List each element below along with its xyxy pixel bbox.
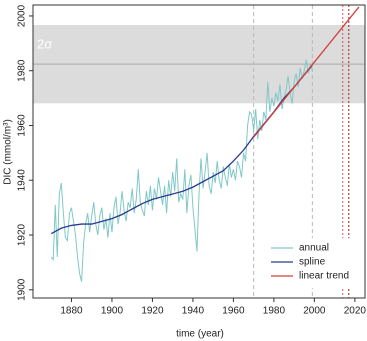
- x-tick-label: 1980: [263, 306, 286, 317]
- x-tick-label: 1940: [182, 306, 205, 317]
- band-label: 2σ: [37, 36, 52, 51]
- series-line: [50, 59, 313, 282]
- legend-label: linear trend: [299, 271, 349, 282]
- y-tick-label: 1920: [17, 223, 28, 246]
- y-axis-label: DIC (mmol/m³): [3, 119, 14, 185]
- legend-box: [267, 238, 359, 288]
- x-tick-label: 2000: [303, 306, 326, 317]
- y-tick-label: 1900: [17, 278, 28, 301]
- y-tick-label: 2000: [17, 4, 28, 27]
- x-tick-label: 1960: [222, 306, 245, 317]
- plot-frame: [32, 4, 366, 299]
- x-tick-label: 1880: [60, 306, 83, 317]
- legend-label: annual: [299, 243, 329, 254]
- x-axis-label: time (year): [176, 329, 224, 340]
- x-tick-label: 1900: [101, 306, 124, 317]
- y-tick-label: 1980: [17, 59, 28, 82]
- y-tick-label: 1940: [17, 169, 28, 192]
- legend-label: spline: [299, 257, 326, 268]
- x-tick-label: 2020: [344, 306, 367, 317]
- x-tick-label: 1920: [141, 306, 164, 317]
- series-line: [253, 6, 360, 138]
- y-tick-label: 1960: [17, 114, 28, 137]
